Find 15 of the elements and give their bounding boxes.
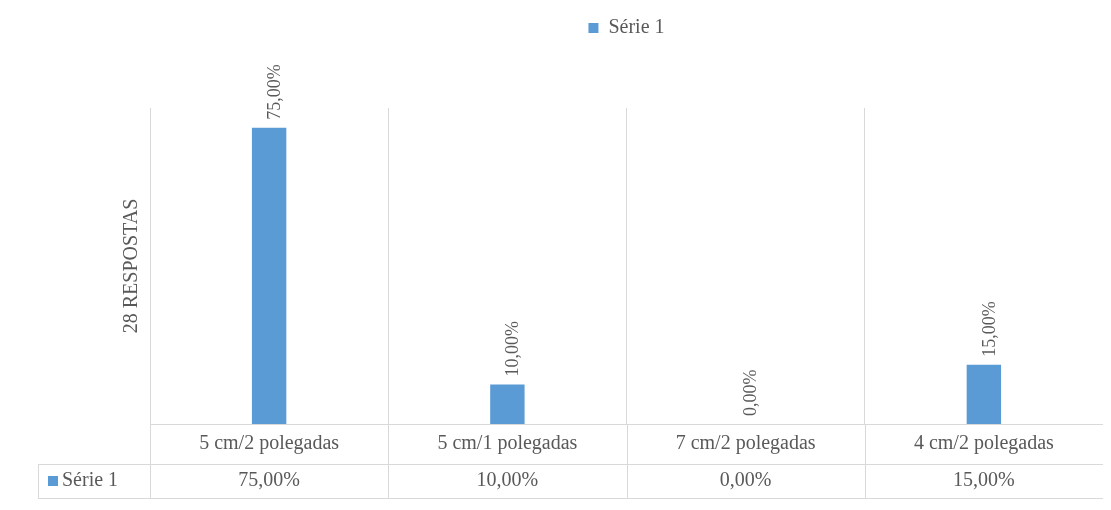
text: 75,00% [263, 64, 284, 120]
data-label: 75,00% [238, 468, 300, 491]
data-label: 0,00% [719, 468, 772, 491]
text: 10,00% [502, 321, 523, 377]
x-tick-label: 4 cm/2 polegadas [913, 431, 1055, 455]
text: Série 1 [62, 468, 119, 491]
text: 0,00% [740, 369, 761, 416]
x-tick-label: 7 cm/2 polegadas [675, 431, 816, 455]
legend-label: Série 1 [608, 15, 665, 38]
x-tick-label: 5 cm/2 polegadas [199, 431, 340, 455]
x-tick-label: 5 cm/1 polegadas [437, 431, 578, 455]
text: 15,00% [978, 301, 999, 357]
data-label: 15,00% [953, 468, 1015, 491]
y-axis-title: 28 RESPOSTAS [119, 198, 142, 334]
data-label: 10,00% [476, 468, 539, 491]
